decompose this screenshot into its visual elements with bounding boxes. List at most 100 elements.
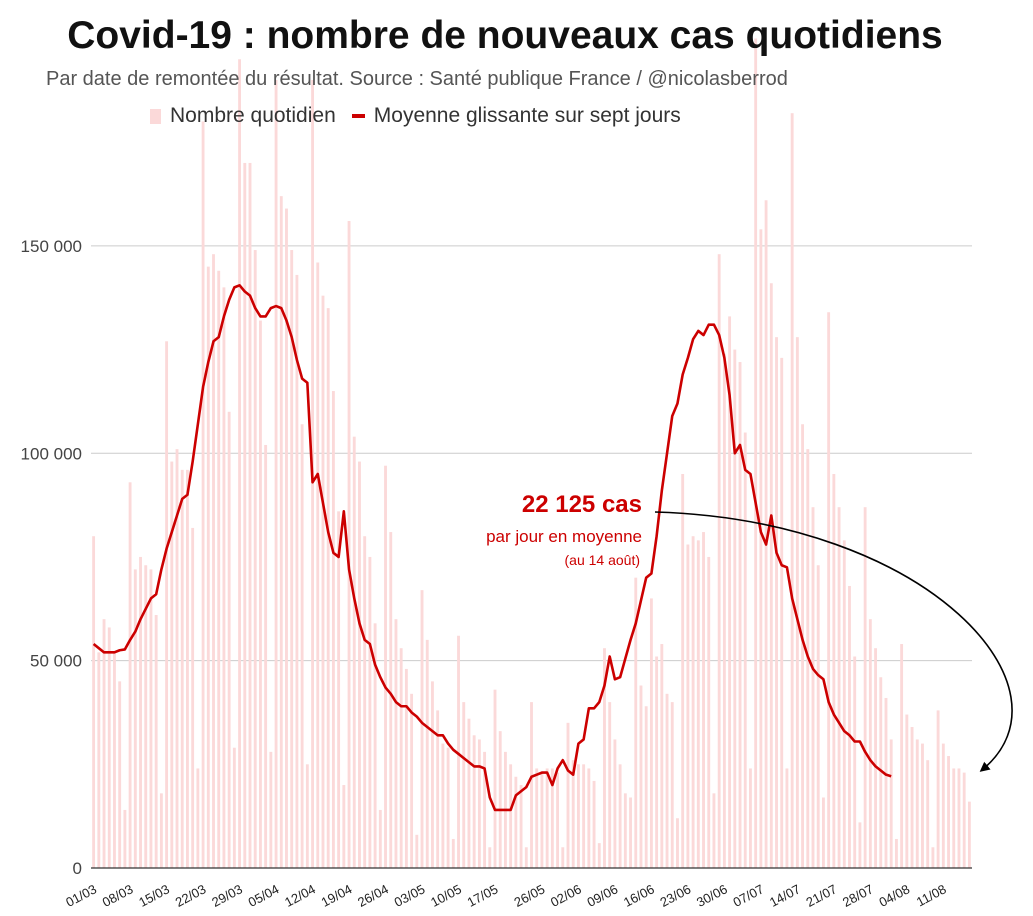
bar — [488, 847, 492, 868]
legend: Nombre quotidien Moyenne glissante sur s… — [150, 104, 681, 128]
bar — [822, 797, 825, 868]
bar — [217, 270, 221, 868]
bar — [686, 544, 690, 868]
x-tick-label: 14/07 — [767, 881, 803, 910]
bar — [118, 681, 122, 868]
bar — [509, 764, 513, 868]
bar — [967, 801, 971, 868]
bar — [279, 196, 283, 868]
bar — [733, 349, 737, 869]
x-tick-label: 26/04 — [355, 881, 391, 910]
chart-title: Covid-19 : nombre de nouveaux cas quotid… — [67, 14, 943, 57]
bar — [749, 768, 752, 868]
x-tick-label: 23/06 — [658, 881, 694, 910]
x-tick-label: 05/04 — [246, 881, 282, 910]
bar — [264, 444, 268, 868]
bar — [884, 697, 888, 868]
bar — [384, 465, 387, 868]
bar — [253, 250, 257, 869]
y-tick-label: 150 000 — [21, 237, 82, 256]
bar — [728, 316, 732, 868]
bar — [498, 731, 502, 868]
annotation-arrow — [654, 511, 1013, 772]
bar — [556, 772, 559, 868]
bar — [795, 337, 799, 868]
bar — [785, 768, 789, 868]
bar — [712, 793, 716, 868]
bar — [300, 424, 304, 868]
bar — [154, 615, 158, 868]
bar — [133, 569, 137, 868]
bar — [404, 668, 408, 868]
bar — [910, 726, 914, 868]
bar — [921, 743, 924, 868]
bar — [738, 362, 742, 868]
bar — [368, 556, 372, 868]
x-tick-label: 10/05 — [428, 881, 464, 910]
x-tick-label: 19/04 — [319, 881, 355, 910]
bar — [321, 295, 325, 868]
bar — [603, 648, 606, 868]
bar — [889, 739, 893, 868]
bar — [905, 714, 909, 868]
bar — [540, 772, 544, 868]
bar — [691, 536, 695, 868]
bar — [326, 308, 330, 868]
bar — [258, 320, 262, 868]
bar — [493, 689, 497, 868]
bar — [780, 357, 784, 868]
bar — [801, 424, 805, 868]
annotation-value: 22 125 cas — [521, 491, 642, 518]
bar — [415, 834, 419, 868]
legend-line-swatch — [351, 114, 365, 118]
bar — [827, 312, 831, 868]
bar — [212, 254, 215, 868]
bar — [451, 838, 455, 868]
bar — [337, 511, 341, 868]
bar — [431, 681, 434, 868]
x-tick-label: 02/06 — [548, 881, 584, 910]
bar — [941, 743, 945, 868]
y-axis: 0 50 000 100 000 150 000 — [21, 237, 82, 878]
x-tick-label: 28/07 — [840, 881, 876, 910]
bar — [634, 577, 638, 868]
bar — [550, 768, 554, 868]
bar — [113, 652, 116, 868]
bar — [159, 793, 163, 868]
bar — [754, 38, 758, 868]
bar — [915, 739, 919, 868]
bar — [196, 768, 200, 868]
bar — [238, 59, 242, 868]
bar — [863, 507, 867, 868]
bar — [816, 565, 820, 868]
bar — [717, 254, 721, 868]
bar — [743, 432, 747, 868]
bar — [483, 751, 487, 868]
bar — [894, 838, 898, 868]
bar — [305, 764, 309, 868]
bar — [676, 818, 679, 868]
x-tick-label: 30/06 — [694, 881, 730, 910]
x-tick-label: 07/07 — [731, 881, 767, 910]
bar — [660, 644, 664, 868]
bar — [410, 693, 414, 868]
bar — [425, 639, 429, 868]
bar — [535, 768, 539, 868]
bar — [436, 710, 440, 868]
bar — [639, 685, 643, 868]
bar — [655, 656, 659, 868]
bar — [269, 751, 273, 868]
bar — [128, 482, 132, 868]
bar — [175, 449, 179, 868]
bar — [290, 250, 294, 869]
bar — [92, 536, 96, 868]
bar — [670, 702, 674, 868]
gridlines — [91, 245, 972, 662]
bar — [702, 532, 705, 868]
x-tick-label: 04/08 — [876, 881, 912, 910]
bar — [582, 764, 586, 868]
bar — [170, 461, 174, 868]
bar — [352, 436, 356, 868]
annotation-subtitle: par jour en moyenne — [486, 527, 642, 546]
bar — [331, 391, 335, 868]
